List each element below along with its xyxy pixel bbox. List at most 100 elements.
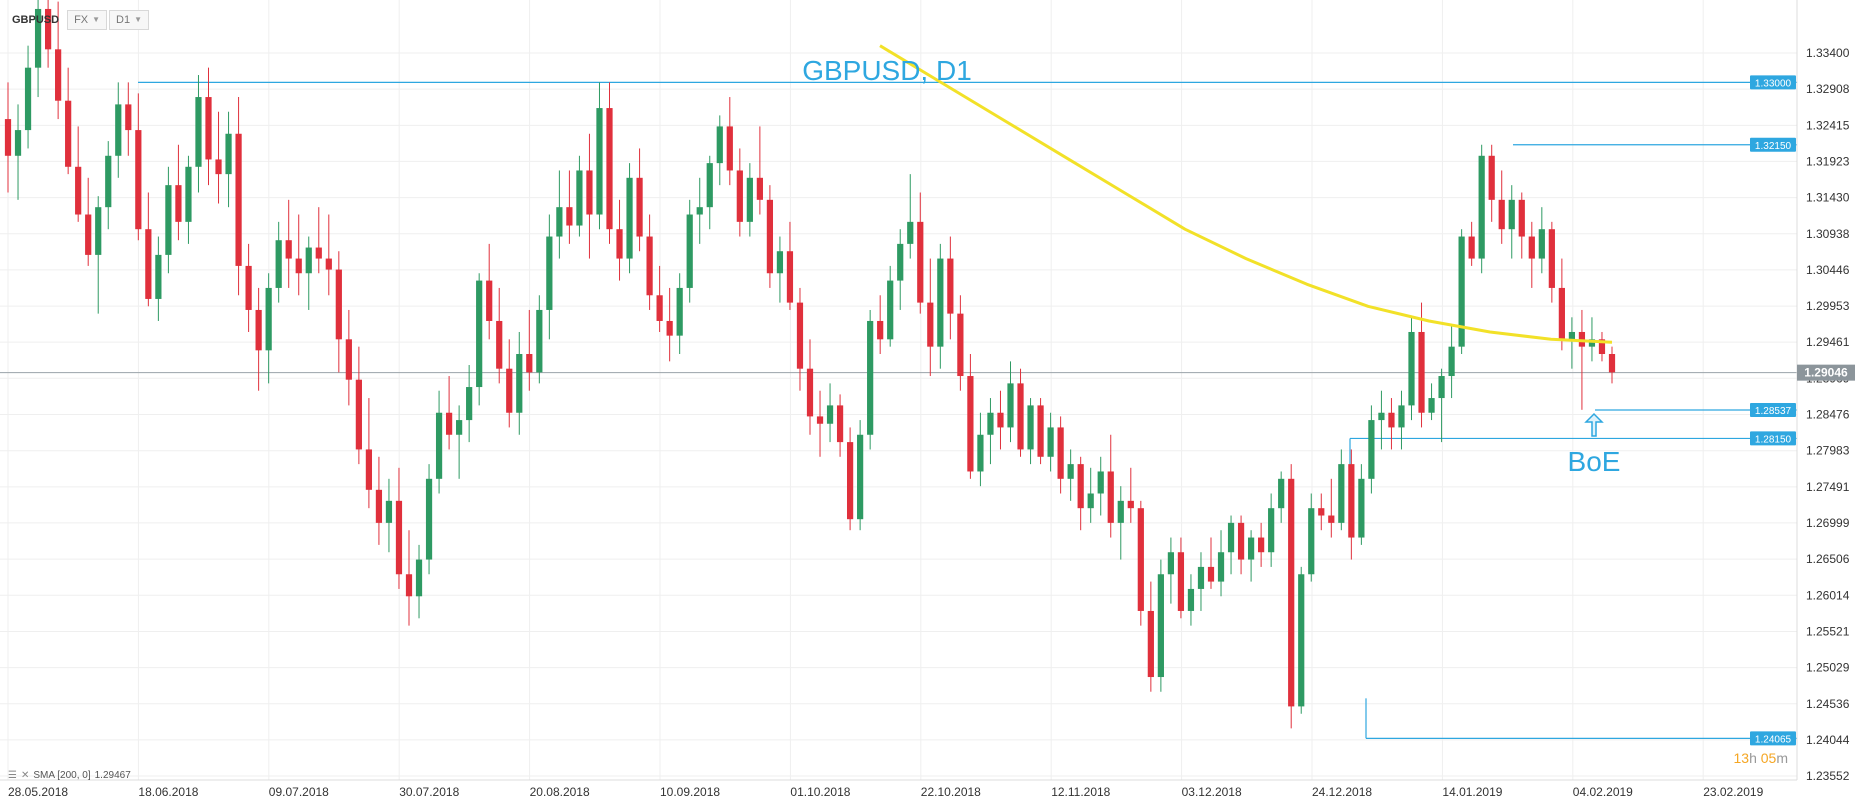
candle-body [1508, 199, 1515, 230]
candle-body [1137, 508, 1144, 611]
candle-body [125, 104, 132, 131]
candle-body [285, 240, 292, 259]
candle-body [1468, 236, 1475, 259]
indicator-list-icon[interactable]: ☰ [8, 770, 17, 781]
candle-body [175, 185, 182, 222]
candle-body [1338, 464, 1345, 523]
timeframe-label: D1 [116, 14, 131, 26]
candle-body [1568, 331, 1576, 340]
candle-body [375, 489, 383, 523]
candle-body [1358, 478, 1365, 538]
candle-body [526, 354, 533, 373]
boe-label: BoE [1568, 446, 1621, 477]
price-labels: 1.33000 1.32150 1.28537 1.28150 1.24065 1.290… [1750, 75, 1855, 746]
level-price-label: 1.24065 [1755, 734, 1792, 745]
candle-body [1438, 376, 1445, 399]
symbol-label[interactable]: GBPUSD [12, 14, 60, 26]
y-tick-label: 1.33400 [1806, 46, 1850, 60]
candle-body [887, 280, 894, 340]
axes: 1.33400 1.32908 1.32415 1.31923 1.31430 1.309… [0, 0, 1850, 799]
candle-body [897, 243, 904, 281]
level-price-label: 1.28537 [1755, 406, 1792, 417]
candle-body [345, 339, 352, 380]
close-icon[interactable]: ✕ [20, 770, 30, 781]
candle-body [265, 287, 272, 351]
y-tick-label: 1.27983 [1806, 444, 1850, 458]
candle-body [977, 434, 984, 472]
candle-body [1598, 339, 1606, 355]
candle-body [666, 320, 673, 336]
candle-body [646, 236, 653, 296]
candle-body [1428, 398, 1435, 413]
candle-body [907, 221, 914, 244]
candle-body [1247, 537, 1255, 560]
level-price-tag [1750, 137, 1796, 152]
candle-body [696, 207, 703, 215]
indicator-legend[interactable]: ☰ ✕ SMA [200, 0] 1.29467 [8, 770, 131, 781]
candle-body [1298, 574, 1305, 707]
candle-body [947, 258, 954, 314]
y-tick-label: 1.23552 [1806, 769, 1850, 783]
candle-body [235, 133, 242, 266]
candle-body [776, 251, 784, 274]
candle-body [1528, 236, 1535, 259]
x-tick-label: 18.06.2018 [138, 785, 198, 799]
candle-body [1157, 574, 1164, 678]
candle-body [746, 177, 753, 222]
candle-body [1177, 552, 1185, 611]
candle-body [466, 387, 473, 421]
candle-body [1548, 229, 1555, 288]
candle-body [556, 207, 563, 237]
candle-body [606, 108, 613, 230]
candle-body [435, 412, 443, 479]
candle-body [1258, 537, 1265, 553]
sma-200-line [879, 44, 1613, 344]
candle-body [676, 287, 683, 336]
candle-body [656, 295, 663, 321]
svg-text:13h 05m: 13h 05m [1733, 750, 1788, 766]
candle-body [496, 320, 503, 369]
market-chip[interactable]: FX ▼ [67, 10, 108, 30]
sma-line [879, 44, 1613, 344]
y-tick-label: 1.26014 [1806, 588, 1850, 602]
y-tick-label: 1.31923 [1806, 154, 1850, 168]
x-tick-label: 10.09.2018 [660, 785, 720, 799]
candle-body [295, 258, 302, 274]
candle-body [987, 412, 994, 435]
candle-body [546, 236, 553, 310]
candle-body [756, 177, 763, 200]
candle-body [1077, 464, 1084, 509]
up-arrow-icon [1584, 412, 1604, 437]
x-tick-label: 22.10.2018 [921, 785, 981, 799]
candle-body [425, 478, 433, 560]
candle-body [1538, 229, 1545, 259]
candle-body [967, 376, 974, 472]
candle-body [596, 108, 603, 215]
y-tick-label: 1.27491 [1806, 480, 1850, 494]
candle-body [155, 254, 162, 299]
level-price-label: 1.28150 [1755, 434, 1792, 445]
x-tick-label: 20.08.2018 [530, 785, 590, 799]
chart-toolbar: GBPUSD FX ▼ D1 ▼ [8, 8, 151, 32]
candle-body [1388, 412, 1395, 428]
timeframe-selector[interactable]: D1 ▼ [109, 10, 150, 30]
candle-body [1318, 508, 1325, 516]
candle-body [957, 313, 964, 377]
candle-body [405, 574, 413, 597]
candle-body [997, 412, 1004, 428]
level-price-label: 1.32150 [1755, 141, 1792, 152]
candle-body [1288, 478, 1295, 707]
candle-body [1167, 552, 1175, 575]
candle-body [1127, 500, 1134, 509]
candle-body [1087, 493, 1094, 509]
candle-body [566, 207, 573, 226]
y-tick-label: 1.31430 [1806, 191, 1850, 205]
candle-body [1207, 566, 1215, 582]
x-tick-label: 09.07.2018 [269, 785, 329, 799]
candle-body [1217, 552, 1225, 582]
candle-body [215, 159, 222, 175]
candle-body [816, 416, 824, 424]
horizontal-lines[interactable] [0, 81, 1797, 739]
